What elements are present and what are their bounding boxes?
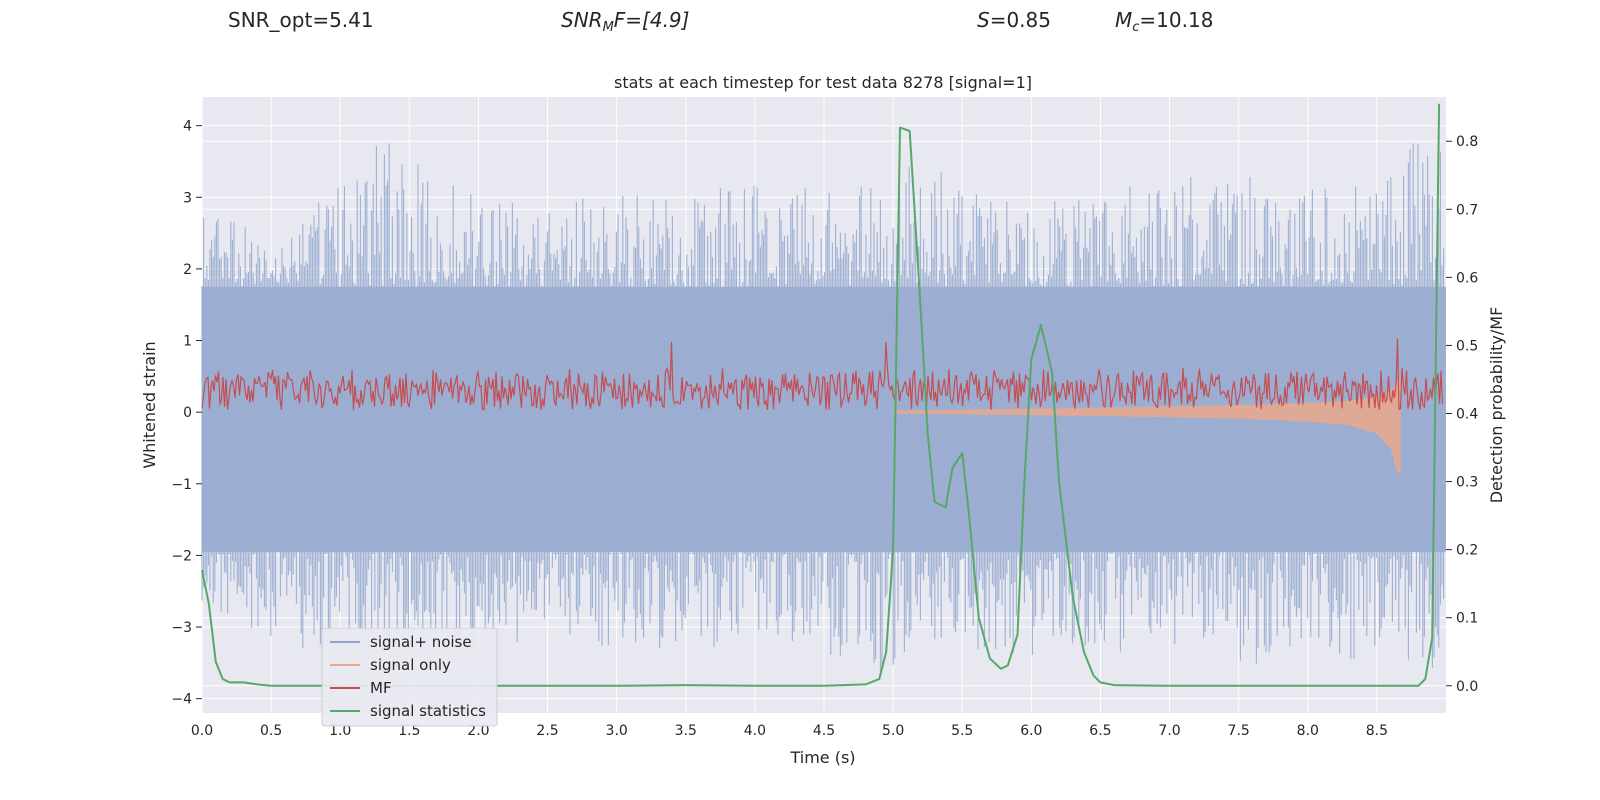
snr-mf-label: SNRMF=[4.9]: [561, 8, 689, 35]
s-symbol: S: [977, 8, 990, 32]
legend-box: [321, 627, 498, 727]
legend-label: signal statistics: [370, 702, 486, 720]
y-tick-label-left: 1: [183, 334, 192, 350]
y-tick-label-right: 0.6: [1456, 270, 1478, 286]
signal-noise-series: [201, 143, 1446, 672]
y-tick-label-left: −4: [171, 692, 192, 708]
x-tick-label: 6.0: [1020, 723, 1042, 739]
y-tick-label-right: 0.4: [1456, 407, 1478, 423]
snr-mf-symbol: SNR: [561, 8, 603, 32]
x-tick-label: 4.5: [813, 723, 835, 739]
mf-line: [201, 338, 1444, 411]
snr-mf-subscript: M: [602, 20, 614, 35]
y-axis-label-right: Detection probability/MF: [1487, 307, 1506, 504]
snr-mf-value: F=[4.9]: [613, 8, 690, 32]
legend: signal+ noise signal only MF signal statist…: [321, 627, 498, 727]
chart-title: stats at each timestep for test data 827…: [614, 73, 1032, 92]
x-tick-label: 3.0: [606, 723, 628, 739]
x-tick-label: 0.5: [260, 723, 282, 739]
mc-label: Mc=10.18: [1115, 8, 1213, 35]
x-tick-label: 7.0: [1158, 723, 1180, 739]
x-tick-label: 1.5: [398, 723, 420, 739]
mc-subscript: c: [1132, 20, 1140, 35]
axis-ticks: 0.0 0.5 1.0 1.5 2.0 2.5 3.0 3.5 4.0 4.5 5.0 5.5 6.0 6…: [171, 119, 1478, 739]
mc-symbol: M: [1115, 8, 1133, 32]
x-tick-label: 5.5: [951, 723, 973, 739]
x-tick-label: 2.0: [467, 723, 489, 739]
y-tick-label-left: 3: [183, 190, 192, 206]
x-tick-label: 6.5: [1089, 723, 1111, 739]
x-tick-label: 3.5: [675, 723, 697, 739]
noise-spikes: [201, 143, 1445, 672]
x-tick-label: 5.0: [882, 723, 904, 739]
snr-opt-label: SNR_opt=5.41: [228, 8, 374, 32]
signal-only-series: [892, 380, 1401, 473]
mc-value: =10.18: [1139, 8, 1214, 32]
y-tick-label-right: 0.7: [1456, 202, 1478, 218]
y-tick-label-left: 4: [183, 119, 192, 135]
x-tick-label: 1.0: [329, 723, 351, 739]
y-tick-label-right: 0.5: [1456, 338, 1478, 354]
legend-label: signal+ noise: [370, 633, 472, 651]
x-tick-label: 8.5: [1366, 723, 1388, 739]
legend-label: MF: [370, 679, 392, 697]
signal-only-line: [892, 380, 1401, 473]
x-axis-label: Time (s): [789, 748, 855, 767]
y-tick-label-right: 0.2: [1456, 543, 1478, 559]
y-axis-label-left: Whitened strain: [140, 341, 159, 468]
y-tick-label-left: −2: [171, 548, 192, 564]
x-tick-label: 8.0: [1297, 723, 1319, 739]
y-tick-label-left: −3: [171, 620, 192, 636]
y-tick-label-right: 0.0: [1456, 679, 1478, 695]
mf-series: [201, 338, 1444, 411]
y-tick-label-right: 0.3: [1456, 475, 1478, 491]
x-tick-label: 0.0: [191, 723, 213, 739]
y-tick-label-left: 0: [183, 405, 192, 421]
y-tick-label-right: 0.1: [1456, 611, 1478, 627]
y-tick-label-left: −1: [171, 477, 192, 493]
snr-opt-text: SNR_opt=5.41: [228, 8, 374, 32]
y-tick-label-right: 0.8: [1456, 134, 1478, 150]
s-value: =0.85: [989, 8, 1051, 32]
x-tick-label: 7.5: [1228, 723, 1250, 739]
s-label: S=0.85: [977, 8, 1051, 32]
x-tick-label: 2.5: [536, 723, 558, 739]
x-tick-label: 4.0: [744, 723, 766, 739]
y-tick-label-left: 2: [183, 262, 192, 278]
legend-label: signal only: [370, 656, 451, 674]
